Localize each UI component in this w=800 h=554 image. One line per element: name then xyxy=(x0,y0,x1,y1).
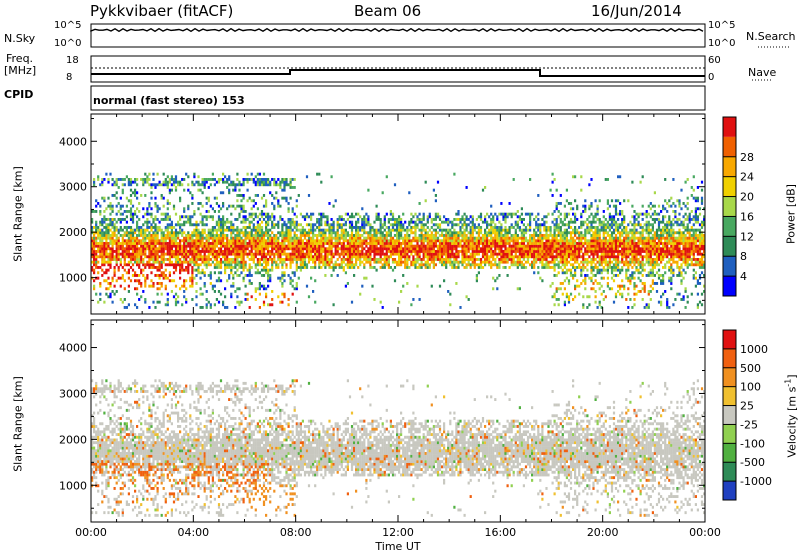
colorbar-segment xyxy=(723,136,736,157)
colorbar-segment xyxy=(723,117,736,137)
nsky-label: N.Sky xyxy=(4,32,36,45)
colorbar-frame xyxy=(722,329,737,501)
colorbar-tick-label: -25 xyxy=(740,418,758,431)
x-tick-label: 12:00 xyxy=(382,526,414,539)
y-tick-label: 2000 xyxy=(59,433,87,446)
y-tick-label: 2000 xyxy=(59,226,87,239)
colorbar-tick-label: 500 xyxy=(740,362,761,375)
cpid-value: normal (fast stereo) 153 xyxy=(93,94,245,107)
nave-tick-top: 60 xyxy=(708,55,721,66)
colorbar-segment xyxy=(723,276,736,296)
colorbar-segment xyxy=(723,156,736,177)
x-tick-label: 16:00 xyxy=(484,526,516,539)
colorbar-segment xyxy=(723,481,736,500)
y-tick-label: 1000 xyxy=(59,479,87,492)
colorbar-segment xyxy=(723,216,736,237)
power-colorbar: 4 8 12 16 20 24 28 xyxy=(722,116,754,297)
colorbar-tick-label: 24 xyxy=(740,171,754,184)
colorbar-tick-label: -100 xyxy=(740,437,765,450)
colorbar-segment xyxy=(723,405,736,425)
x-tick-label: 08:00 xyxy=(280,526,312,539)
colorbar-segment xyxy=(723,196,736,217)
colorbar-tick-label: 16 xyxy=(740,210,754,223)
y-tick-label: 3000 xyxy=(59,387,87,400)
nave-label: Nave xyxy=(748,66,777,79)
colorbar-segment xyxy=(723,462,736,482)
colorbar-tick-label: 1000 xyxy=(740,343,768,356)
colorbar-tick-label: -1000 xyxy=(740,475,772,488)
colorbar-segment xyxy=(723,424,736,444)
nsky-tick-top: 10^5 xyxy=(54,20,82,31)
time-axis: 00:00 04:00 08:00 12:00 16:00 20:00 00:00 xyxy=(75,526,721,539)
power-heatmap-cells xyxy=(91,172,706,309)
y-tick-label: 3000 xyxy=(59,181,87,194)
x-tick-label: 04:00 xyxy=(177,526,209,539)
colorbar-tick-label: 20 xyxy=(740,191,754,204)
x-tick-label: 00:00 xyxy=(75,526,107,539)
nsky-trace xyxy=(90,27,704,33)
freq-strip-frame xyxy=(90,55,706,83)
date-title: 16/Jun/2014 xyxy=(591,2,682,20)
colorbar-segment xyxy=(723,236,736,257)
colorbar-tick-label: 12 xyxy=(740,230,754,243)
freq-label: Freq. xyxy=(6,52,34,65)
nave-tick-bottom: 0 xyxy=(708,72,715,83)
y-tick-label: 1000 xyxy=(59,272,87,285)
cpid-label: CPID xyxy=(4,88,34,101)
colorbar-tick-label: 100 xyxy=(740,381,761,394)
x-axis-label: Time UT xyxy=(375,540,421,553)
colorbar-segment xyxy=(723,330,736,349)
velocity-heatmap-cells xyxy=(91,379,706,517)
colorbar-tick-label: 28 xyxy=(740,151,754,164)
colorbar-tick-label: 4 xyxy=(740,270,747,283)
nsky-tick-bottom: 10^0 xyxy=(54,38,82,49)
colorbar-segment xyxy=(723,443,736,463)
freq-tick-top: 18 xyxy=(66,55,79,66)
power-plot: 1000 2000 3000 4000 xyxy=(59,113,706,315)
colorbar-segment xyxy=(723,256,736,277)
nsearch-tick-top: 10^5 xyxy=(708,20,736,31)
nsearch-tick-bottom: 10^0 xyxy=(708,38,736,49)
nsearch-label: N.Search xyxy=(746,30,796,43)
freq-unit-label: [MHz] xyxy=(4,64,37,77)
nave-trace xyxy=(91,69,705,77)
beam-title: Beam 06 xyxy=(354,2,422,20)
colorbar-frame xyxy=(722,116,737,297)
nsky-strip-frame xyxy=(90,23,706,48)
colorbar-tick-label: -500 xyxy=(740,456,765,469)
colorbar-tick-label: 25 xyxy=(740,400,754,413)
x-tick-label: 20:00 xyxy=(587,526,619,539)
y-tick-label: 4000 xyxy=(59,342,87,355)
y-tick-label: 4000 xyxy=(59,135,87,148)
velocity-colorbar: 1000 500 100 25 -25 -100 -500 -1000 xyxy=(722,329,772,501)
top-strips xyxy=(90,23,790,111)
velocity-plot: 1000 2000 3000 4000 xyxy=(59,319,706,523)
colorbar-segment xyxy=(723,386,736,406)
colorbar-segment xyxy=(723,176,736,197)
colorbar-segment xyxy=(723,348,736,368)
freq-tick-bottom: 8 xyxy=(66,72,73,83)
colorbar-tick-label: 8 xyxy=(740,250,747,263)
colorbar-segment xyxy=(723,367,736,387)
station-title: Pykkvibaer (fitACF) xyxy=(90,2,234,20)
cpid-strip-frame xyxy=(90,85,706,111)
x-tick-label: 00:00 xyxy=(689,526,721,539)
